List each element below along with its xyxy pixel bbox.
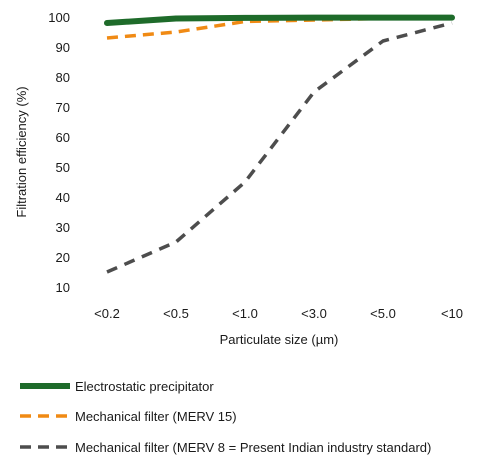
x-axis-ticks: <0.2 <0.5 <1.0 <3.0 <5.0 <10: [94, 306, 463, 321]
series-line-1: [104, 14, 455, 26]
y-tick-label: 80: [56, 70, 70, 85]
y-tick-label: 20: [56, 250, 70, 265]
legend: Electrostatic precipitator Mechanical fil…: [20, 379, 431, 455]
x-tick-label: <3.0: [301, 306, 327, 321]
x-tick-label: <0.2: [94, 306, 120, 321]
x-tick-label: <10: [441, 306, 463, 321]
x-tick-label: <5.0: [370, 306, 396, 321]
legend-label-1: Electrostatic precipitator: [75, 379, 214, 394]
x-axis-label: Particulate size (µm): [220, 332, 339, 347]
legend-label-3: Mechanical filter (MERV 8 = Present Indi…: [75, 440, 431, 455]
legend-label-2: Mechanical filter (MERV 15): [75, 409, 237, 424]
y-tick-label: 40: [56, 190, 70, 205]
y-tick-label: 70: [56, 100, 70, 115]
y-tick-label: 10: [56, 280, 70, 295]
y-tick-label: 30: [56, 220, 70, 235]
x-tick-label: <0.5: [163, 306, 189, 321]
y-tick-label: 50: [56, 160, 70, 175]
series-line-3: [106, 21, 453, 274]
y-tick-label: 60: [56, 130, 70, 145]
y-tick-label: 90: [56, 40, 70, 55]
y-axis-label: Filtration efficiency (%): [14, 86, 29, 217]
x-tick-label: <1.0: [232, 306, 258, 321]
y-tick-label: 100: [48, 10, 70, 25]
y-axis-ticks: 10 20 30 40 50 60 70 80 90 100: [48, 10, 70, 295]
series-lines: [104, 14, 455, 274]
